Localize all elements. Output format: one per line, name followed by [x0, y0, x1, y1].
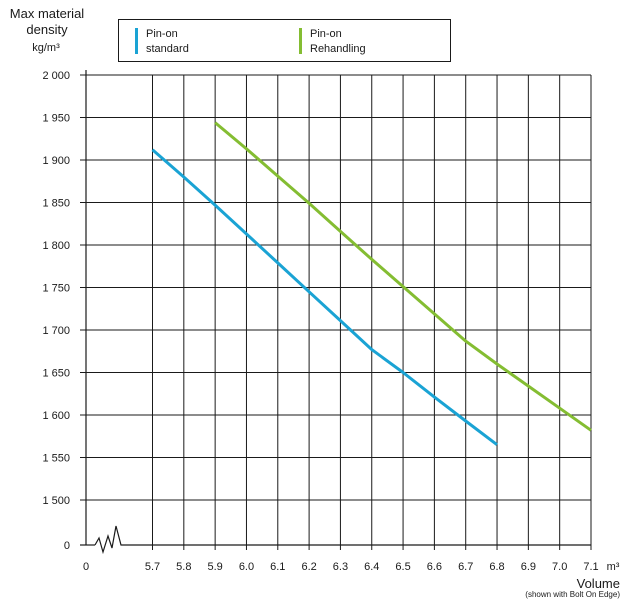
- axis-break-icon: [94, 525, 126, 555]
- x-tick-label: 6.9: [521, 561, 536, 573]
- x-tick-label: 0: [83, 561, 89, 573]
- series-line-pin-on-standard: [151, 148, 498, 446]
- y-tick-label: 2 000: [42, 70, 70, 82]
- x-tick-label: 5.9: [207, 561, 222, 573]
- x-tick-label: 5.7: [145, 561, 160, 573]
- y-tick-label: 1 650: [42, 368, 70, 380]
- series-line-pin-on-rehandling: [214, 121, 592, 432]
- x-axis-unit: m³: [607, 561, 620, 573]
- x-tick-label: 6.2: [301, 561, 316, 573]
- y-tick-label: 1 800: [42, 240, 70, 252]
- x-tick-label: 6.3: [333, 561, 348, 573]
- y-tick-label: 1 850: [42, 198, 70, 210]
- y-tick-label: 1 550: [42, 453, 70, 465]
- x-tick-label: 6.7: [458, 561, 473, 573]
- x-tick-label: 6.6: [427, 561, 442, 573]
- x-tick-label: 6.4: [364, 561, 379, 573]
- x-tick-label: 6.8: [489, 561, 504, 573]
- legend-label-rehandling: Pin-on Rehandling: [310, 28, 366, 55]
- y-tick-label: 1 950: [42, 113, 70, 125]
- y-axis-title: Max material density: [9, 6, 85, 37]
- x-tick-label: 6.5: [395, 561, 410, 573]
- x-tick-label: 5.8: [176, 561, 191, 573]
- y-axis-unit: kg/m³: [32, 42, 60, 54]
- y-tick-label: 1 500: [42, 495, 70, 507]
- y-tick-label: 1 900: [42, 155, 70, 167]
- legend-swatch-standard: [135, 28, 138, 54]
- legend-label-standard: Pin-on standard: [146, 28, 189, 55]
- y-tick-label: 1 600: [42, 410, 70, 422]
- x-tick-label: 7.0: [552, 561, 567, 573]
- legend-swatch-rehandling: [299, 28, 302, 54]
- y-tick-label: 0: [64, 540, 70, 552]
- legend: Pin-on standard Pin-on Rehandling: [118, 19, 451, 62]
- y-tick-label: 1 700: [42, 325, 70, 337]
- x-tick-label: 6.0: [239, 561, 254, 573]
- x-tick-label: 7.1: [583, 561, 598, 573]
- x-tick-label: 6.1: [270, 561, 285, 573]
- x-axis-title: Volume (shown with Bolt On Edge): [525, 576, 620, 599]
- y-tick-label: 1 750: [42, 283, 70, 295]
